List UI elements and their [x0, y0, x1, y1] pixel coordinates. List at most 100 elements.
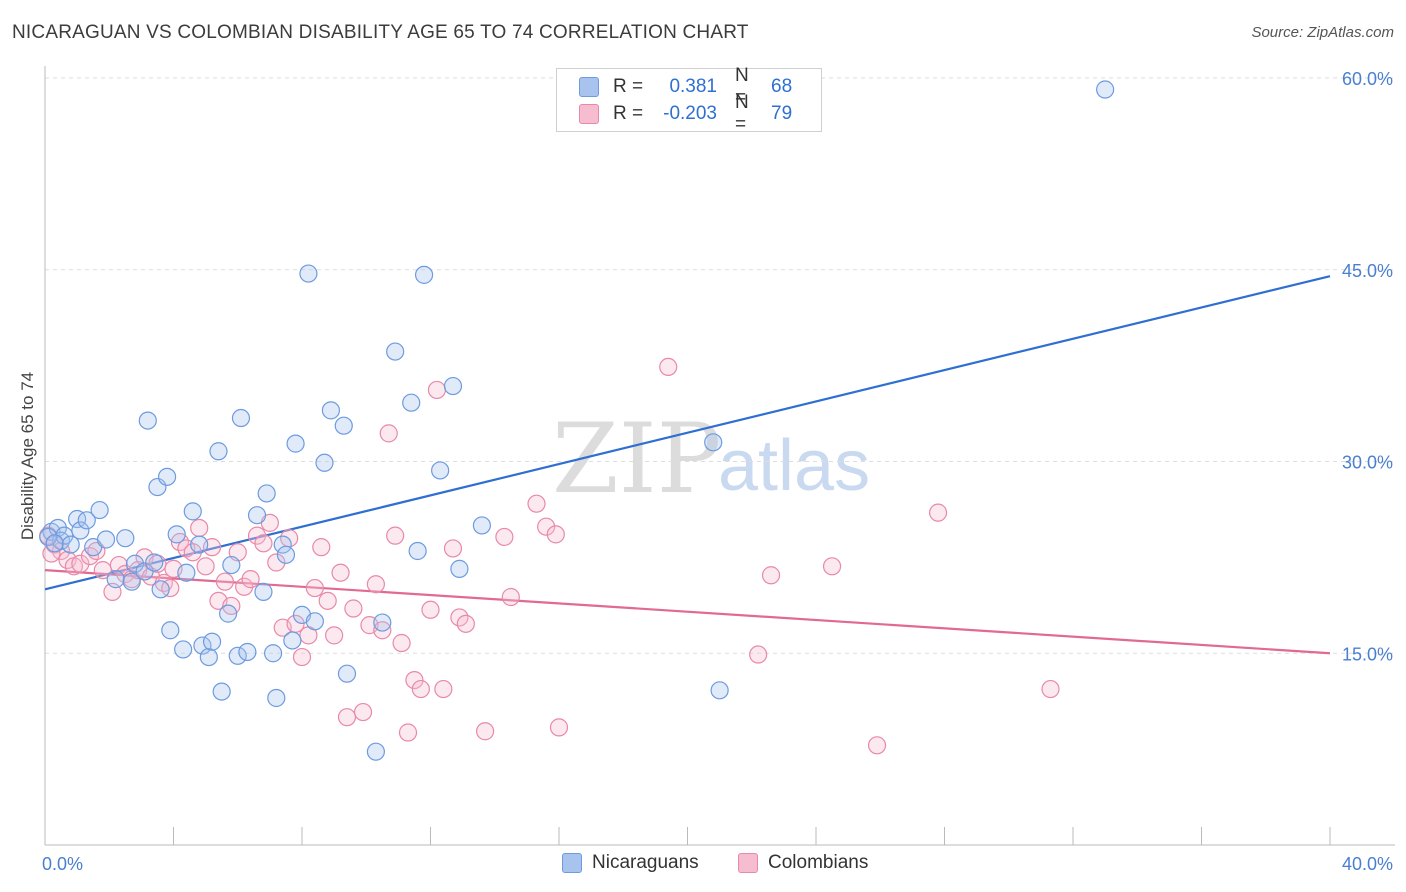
- point-nicaraguans: [183, 502, 202, 521]
- point-colombians: [337, 708, 357, 727]
- point-colombians: [392, 633, 411, 653]
- legend-r-value: -0.203: [663, 103, 717, 124]
- point-colombians: [305, 578, 324, 598]
- point-nicaraguans: [167, 525, 186, 544]
- point-colombians: [379, 424, 398, 443]
- point-colombians: [344, 599, 363, 618]
- point-nicaraguans: [315, 453, 334, 472]
- point-nicaraguans: [305, 612, 324, 631]
- point-nicaraguans: [55, 526, 74, 545]
- legend-r-value: 0.381: [669, 76, 717, 97]
- point-colombians: [312, 538, 331, 557]
- watermark-atlas: atlas: [718, 426, 870, 506]
- point-nicaraguans: [299, 264, 318, 283]
- point-colombians: [1041, 679, 1060, 699]
- point-nicaraguans: [443, 376, 463, 396]
- y-tick-label: 15.0%: [1342, 644, 1393, 664]
- point-nicaraguans: [231, 408, 251, 428]
- point-nicaraguans: [116, 529, 135, 548]
- point-nicaraguans: [122, 572, 141, 591]
- axes: [44, 66, 1395, 846]
- point-nicaraguans: [190, 535, 209, 554]
- point-nicaraguans: [450, 559, 469, 578]
- point-colombians: [434, 679, 453, 699]
- legend-n-value: 79: [771, 103, 793, 124]
- point-nicaraguans: [263, 644, 283, 663]
- point-nicaraguans: [273, 535, 292, 554]
- y-tick-label: 45.0%: [1342, 261, 1393, 281]
- x-tick-labels: 0.0% 40.0%: [42, 854, 1393, 874]
- legend-swatch-colombians: [738, 853, 758, 873]
- point-colombians: [549, 718, 569, 737]
- legend-row-nicaraguans: R = 0.381 N = 68: [579, 65, 793, 108]
- point-colombians: [366, 575, 385, 594]
- point-nicaraguans: [157, 467, 177, 486]
- legend-r-label: R =: [613, 76, 644, 97]
- point-nicaraguans: [209, 442, 228, 461]
- point-nicaraguans: [283, 631, 302, 650]
- point-colombians: [928, 503, 948, 522]
- point-colombians: [215, 572, 234, 591]
- legend-swatch-nicaraguans: [579, 77, 599, 97]
- point-nicaraguans: [402, 393, 421, 412]
- point-colombians: [373, 621, 392, 640]
- point-colombians: [546, 525, 565, 544]
- y-axis-label: Disability Age 65 to 74: [18, 372, 37, 540]
- legend-item-nicaraguans: Nicaraguans: [562, 852, 699, 874]
- point-nicaraguans: [212, 682, 231, 701]
- point-nicaraguans: [431, 461, 450, 480]
- point-colombians: [749, 645, 768, 664]
- point-nicaraguans: [177, 563, 196, 582]
- source-label: Source: ZipAtlas.com: [1251, 24, 1394, 41]
- point-nicaraguans: [96, 530, 116, 549]
- point-nicaraguans: [267, 688, 286, 708]
- point-nicaraguans: [286, 434, 305, 453]
- point-nicaraguans: [202, 632, 222, 651]
- point-colombians: [427, 380, 447, 400]
- legend-r-label: R =: [613, 103, 644, 124]
- point-colombians: [822, 557, 842, 576]
- legend-n-label: N =: [735, 65, 749, 108]
- point-colombians: [353, 702, 373, 722]
- point-nicaraguans: [61, 535, 80, 554]
- point-colombians: [71, 554, 90, 573]
- trend-line-nicaraguans: [44, 275, 1331, 591]
- data-points: [39, 80, 1115, 761]
- point-nicaraguans: [247, 506, 267, 525]
- point-nicaraguans: [199, 647, 218, 667]
- point-nicaraguans: [222, 555, 241, 575]
- point-nicaraguans: [161, 621, 180, 640]
- legend-row-colombians: R = -0.203 N = 79: [579, 92, 793, 135]
- correlation-legend: R = 0.381 N = 68 R = -0.203 N = 79: [556, 65, 822, 135]
- y-tick-label: 60.0%: [1342, 69, 1393, 89]
- point-nicaraguans: [276, 545, 296, 564]
- point-colombians: [267, 553, 286, 572]
- legend-label-nicaraguans: Nicaraguans: [592, 852, 699, 873]
- point-nicaraguans: [90, 500, 109, 520]
- point-nicaraguans: [219, 604, 238, 623]
- legend-swatch-colombians: [579, 104, 599, 124]
- point-colombians: [527, 494, 546, 513]
- point-nicaraguans: [373, 613, 392, 632]
- point-colombians: [254, 534, 273, 553]
- point-nicaraguans: [193, 636, 212, 655]
- chart-title: NICARAGUAN VS COLOMBIAN DISABILITY AGE 6…: [12, 22, 749, 43]
- point-nicaraguans: [68, 509, 87, 529]
- legend-label-colombians: Colombians: [768, 852, 869, 873]
- legend-n-value: 68: [771, 76, 793, 97]
- point-colombians: [761, 566, 781, 585]
- point-colombians: [325, 626, 344, 645]
- point-nicaraguans: [414, 265, 434, 284]
- point-nicaraguans: [1096, 80, 1115, 99]
- point-nicaraguans: [45, 534, 64, 553]
- point-nicaraguans: [138, 411, 157, 430]
- point-colombians: [495, 527, 514, 547]
- point-nicaraguans: [106, 570, 125, 589]
- point-nicaraguans: [145, 553, 164, 572]
- point-nicaraguans: [710, 681, 729, 700]
- point-nicaraguans: [257, 484, 276, 503]
- point-colombians: [867, 736, 887, 755]
- series-legend: Nicaraguans Colombians: [0, 852, 1406, 878]
- point-colombians: [241, 570, 260, 589]
